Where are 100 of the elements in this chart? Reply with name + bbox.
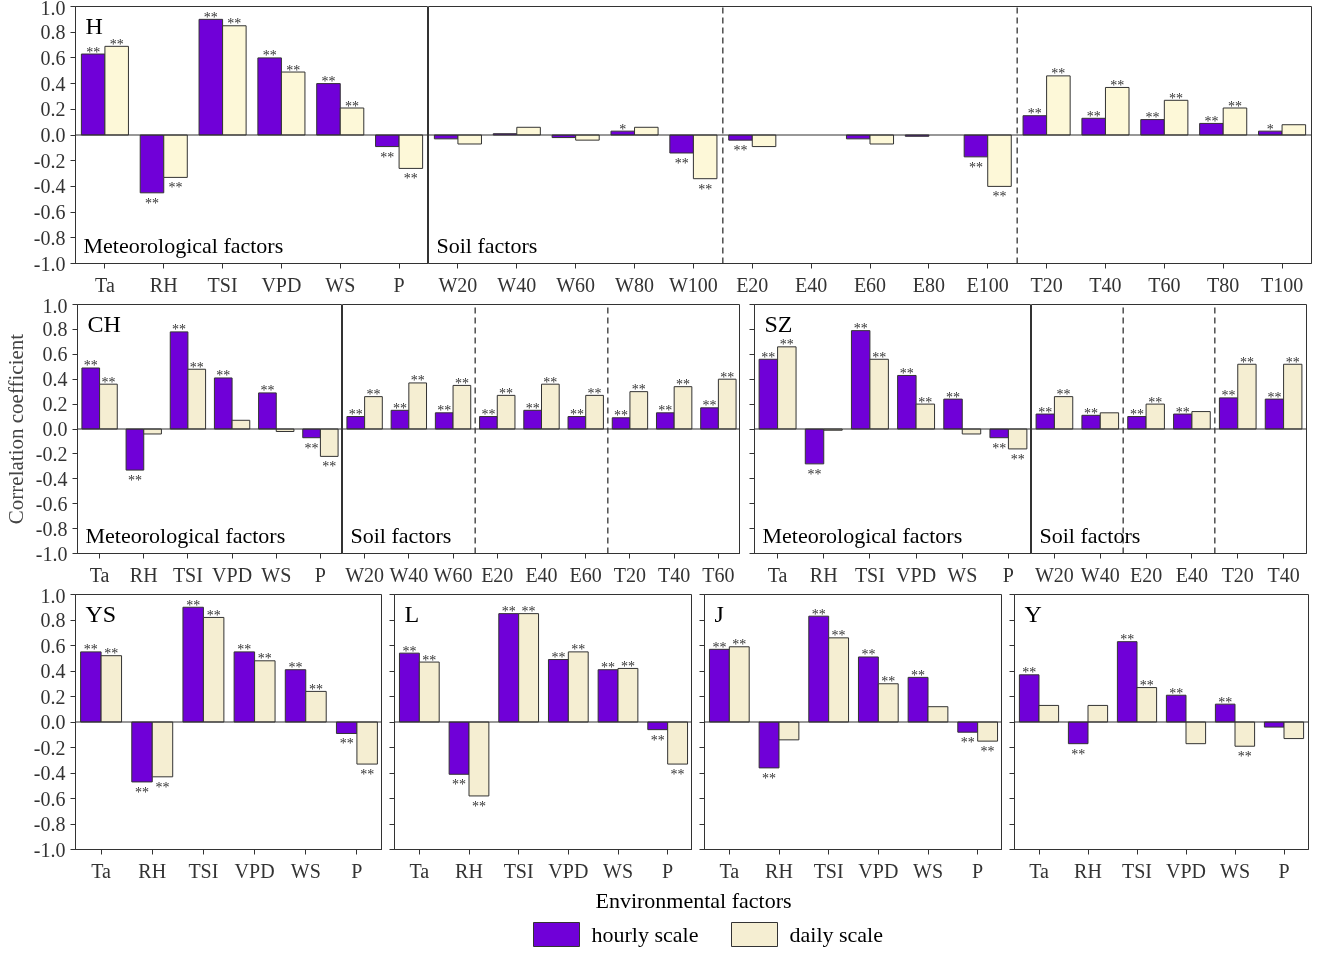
x-tick-label: P [1278, 859, 1290, 882]
data-label: ** [631, 382, 646, 398]
data-label: ** [543, 374, 558, 390]
x-tick-label: W40 [1080, 563, 1120, 586]
data-label: ** [402, 643, 417, 659]
y-tick-label: 0.6 [40, 634, 66, 657]
data-label: ** [702, 398, 717, 414]
x-tick-label: T20 [1030, 273, 1063, 296]
data-label: ** [339, 736, 354, 752]
y-tick-label: -0.6 [33, 201, 66, 224]
x-tick-label: TSI [813, 859, 844, 882]
data-label: ** [257, 651, 272, 667]
data-label: ** [403, 171, 418, 187]
data-label: ** [86, 44, 101, 60]
x-tick-label: E80 [912, 273, 945, 296]
x-tick-label: WS [261, 563, 292, 586]
data-label: ** [1218, 694, 1233, 710]
data-label: ** [135, 784, 150, 800]
data-label: ** [1169, 685, 1184, 701]
x-tick-label: RH [149, 273, 178, 296]
x-tick-label: TSI [854, 563, 885, 586]
x-tick-label: TSI [172, 563, 203, 586]
data-label: ** [811, 606, 826, 622]
data-label: ** [206, 607, 221, 623]
y-tick-label: -0.8 [33, 813, 66, 835]
chart-title: H [85, 12, 103, 39]
data-label: ** [911, 667, 926, 683]
x-tick-label: Ta [719, 859, 740, 882]
x-tick-label: VPD [896, 563, 937, 586]
data-label: ** [168, 180, 183, 196]
data-label: ** [104, 646, 119, 662]
data-label: ** [392, 400, 407, 416]
x-tick-label: E100 [966, 273, 1009, 296]
data-label: ** [454, 375, 469, 391]
data-label: ** [83, 358, 98, 374]
y-tick-label: 0.0 [42, 418, 68, 440]
y-tick-label: 0.4 [42, 368, 68, 391]
x-axis-title: Environmental factors [595, 888, 792, 913]
data-label: ** [186, 597, 201, 613]
data-label: ** [1267, 389, 1282, 405]
x-tick-label: RH [765, 859, 793, 882]
data-label: ** [345, 98, 360, 114]
data-label: ** [1139, 678, 1154, 694]
data-label: ** [1038, 404, 1053, 420]
data-label: ** [1227, 98, 1242, 114]
data-label: ** [471, 798, 486, 814]
data-label: ** [1120, 632, 1135, 648]
data-label: ** [670, 767, 685, 783]
x-tick-label: E40 [525, 563, 558, 586]
chart-title: L [404, 600, 420, 627]
data-label: ** [761, 349, 776, 365]
x-tick-label: RH [455, 859, 483, 882]
annotation: Meteorological factors [83, 232, 284, 258]
x-tick-label: W20 [438, 273, 478, 296]
x-tick-label: E20 [736, 273, 769, 296]
y-tick-label: -0.6 [35, 492, 68, 515]
chart-title: Y [1024, 600, 1042, 627]
data-label: ** [360, 767, 375, 783]
data-label: ** [1204, 113, 1219, 129]
x-tick-label: T40 [658, 563, 691, 586]
y-tick-label: -0.2 [35, 442, 68, 465]
x-tick-label: Ta [91, 859, 112, 882]
y-tick-label: 0.6 [42, 343, 68, 366]
x-tick-label: T60 [1148, 273, 1181, 296]
data-label: ** [127, 473, 142, 489]
annotation: Soil factors [1039, 522, 1141, 548]
y-tick-label: 0.8 [40, 609, 66, 631]
x-tick-label: VPD [1166, 859, 1207, 882]
y-tick-label: 0.8 [42, 318, 68, 341]
data-label: ** [1051, 66, 1066, 82]
data-label: ** [83, 642, 98, 658]
data-label: ** [1010, 451, 1025, 467]
data-label: ** [155, 779, 170, 795]
chart-title: SZ [764, 310, 793, 337]
chart-title: CH [87, 310, 121, 337]
data-label: ** [237, 642, 252, 658]
data-label: ** [203, 9, 218, 25]
data-label: ** [1221, 388, 1236, 404]
data-label: ** [720, 369, 735, 385]
annotation: Soil factors [350, 522, 452, 548]
x-tick-label: P [314, 563, 326, 586]
data-label: ** [551, 650, 566, 666]
data-label: ** [1084, 405, 1099, 421]
x-tick-label: T40 [1089, 273, 1122, 296]
x-tick-label: VPD [261, 273, 302, 296]
data-label: ** [861, 647, 876, 663]
data-label: ** [1239, 354, 1254, 370]
data-label: ** [1145, 110, 1160, 126]
data-label: ** [960, 735, 975, 751]
data-label: ** [286, 62, 301, 78]
data-label: ** [227, 16, 242, 32]
y-tick-label: -1.0 [35, 542, 68, 565]
data-label: ** [260, 383, 275, 399]
data-label: * [619, 121, 627, 137]
x-tick-label: TSI [503, 859, 534, 882]
data-label: ** [410, 373, 425, 389]
y-tick-label: 0.4 [40, 72, 66, 95]
x-tick-label: T20 [613, 563, 647, 586]
x-tick-label: P [662, 859, 674, 882]
x-tick-label: RH [1074, 859, 1102, 882]
